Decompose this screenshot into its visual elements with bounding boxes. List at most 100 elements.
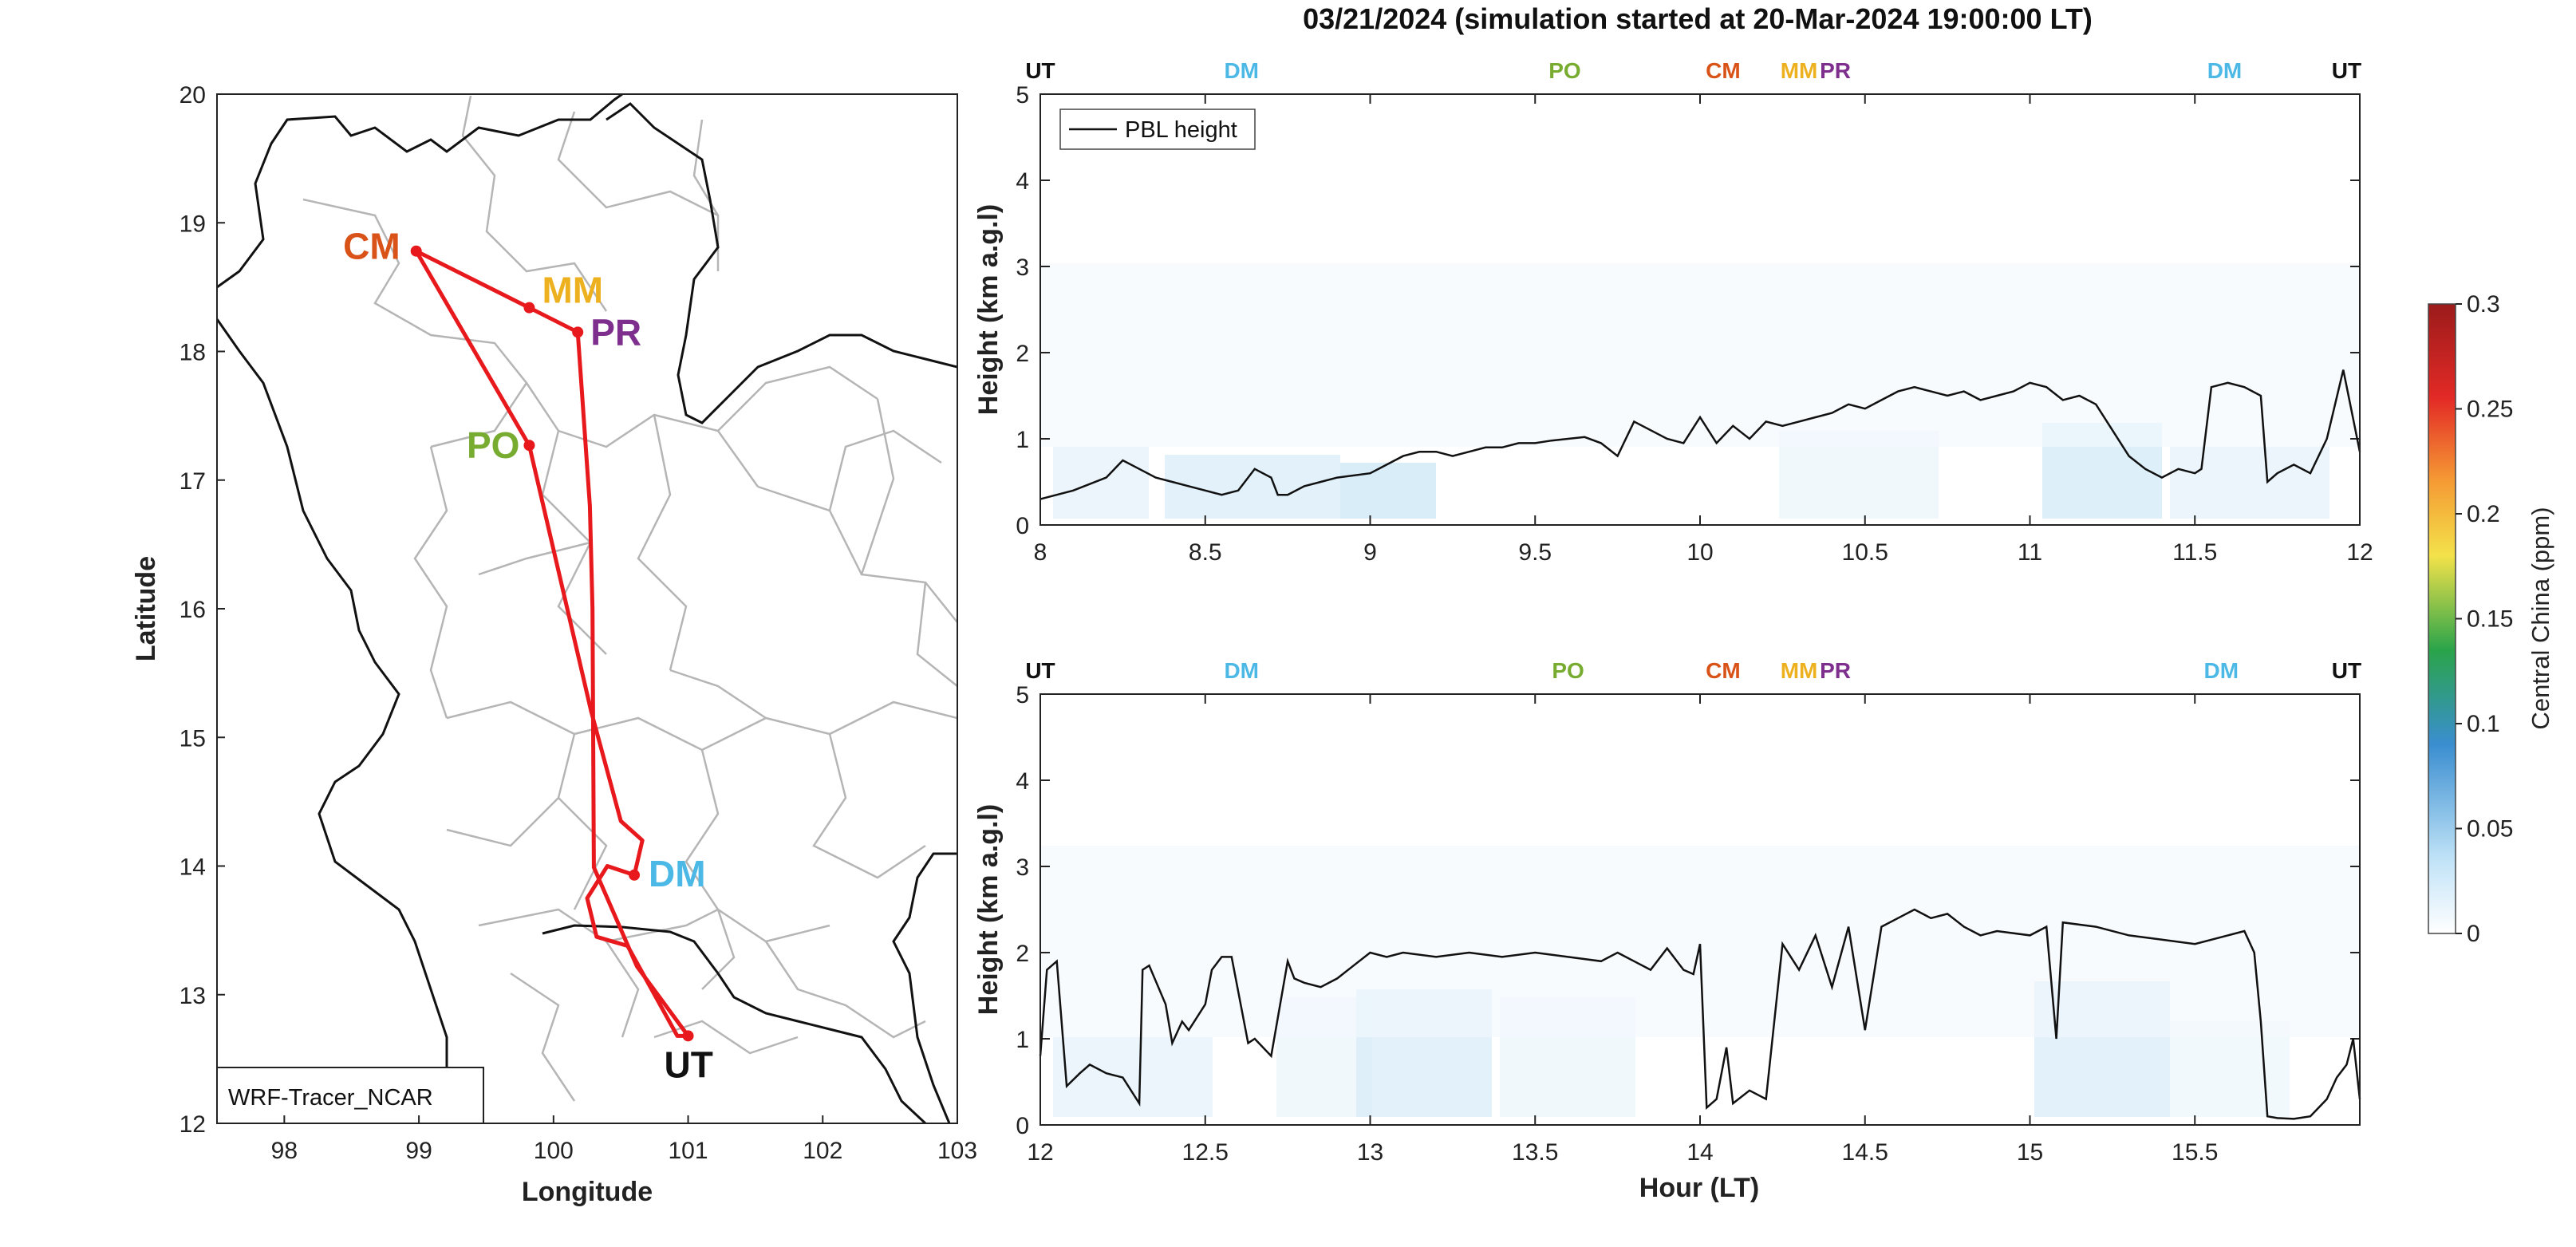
y-tick-label-4: 4 (1016, 768, 1029, 795)
route-layer (414, 249, 690, 1038)
colorbar-ticks: 0 0.05 0.1 0.15 0.2 0.25 0.3 (2456, 291, 2513, 947)
x-tick-label-3: 9.5 (1518, 539, 1552, 566)
x-tick-label-7: 15.5 (2172, 1139, 2218, 1166)
x-tick-label-2: 13 (1357, 1139, 1383, 1166)
bottom-y-axis-label: Height (km a.g.l) (973, 804, 1004, 1015)
top-pbl-line (1039, 369, 2361, 500)
map-x-tick-label-5: 103 (937, 1138, 977, 1164)
map-y-tick-label-3: 15 (179, 725, 206, 752)
x-tick-label-7: 11.5 (2172, 539, 2217, 566)
site-point-po (523, 440, 535, 452)
site-point-ut (682, 1030, 694, 1042)
x-tick-label-0: 12 (1027, 1139, 1053, 1166)
x-tick-label-6: 15 (2017, 1139, 2043, 1166)
x-tick-label-2: 9 (1363, 539, 1377, 566)
site-label-po: PO (467, 424, 519, 466)
y-tick-label-0: 0 (1016, 1113, 1029, 1139)
bottom-plot-frame (1039, 693, 2361, 1126)
top-legend-label: PBL height (1125, 117, 1237, 143)
site-marker-ut-0: UT (1025, 58, 1055, 83)
x-tick-label-1: 12.5 (1182, 1139, 1229, 1166)
y-tick-label-4: 4 (1016, 168, 1029, 195)
y-tick-label-1: 1 (1016, 1027, 1029, 1053)
site-label-cm: CM (343, 226, 400, 267)
site-marker-po-2: PO (1552, 658, 1584, 683)
site-marker-ut-7: UT (2332, 58, 2361, 83)
site-point-pr (572, 326, 584, 338)
bottom-pbl-line (1039, 908, 2361, 1120)
site-label-ut: UT (665, 1044, 713, 1085)
x-tick-label-8: 12 (2346, 539, 2373, 566)
model-label-box (216, 1067, 484, 1124)
map-y-tick-label-5: 17 (179, 468, 206, 495)
map-y-tick-label-7: 19 (179, 211, 206, 237)
y-tick-label-1: 1 (1016, 427, 1029, 453)
site-label-dm: DM (649, 853, 706, 894)
x-tick-label-1: 8.5 (1189, 539, 1222, 566)
site-marker-ut-7: UT (2332, 658, 2361, 683)
colorbar: 0 0.05 0.1 0.15 0.2 0.25 0.3 Central China (pp… (2428, 291, 2554, 947)
country-border (217, 94, 957, 1123)
route-line (414, 249, 690, 1038)
map-y-tick-label-4: 16 (179, 597, 206, 623)
map-y-tick-label-8: 20 (179, 82, 206, 109)
map-y-tick-label-0: 12 (179, 1111, 206, 1138)
colorbar-tick-label-6: 0.3 (2467, 291, 2500, 318)
y-tick-label-3: 3 (1016, 854, 1029, 881)
y-tick-label-3: 3 (1016, 255, 1029, 281)
colorbar-tick-label-2: 0.1 (2467, 711, 2500, 737)
map-geography (217, 94, 957, 1123)
site-marker-cm-3: CM (1706, 58, 1741, 83)
figure-title: 03/21/2024 (simulation started at 20-Mar… (1303, 2, 2093, 35)
site-label-mm: MM (542, 270, 603, 311)
colorbar-tick-label-0: 0 (2467, 921, 2480, 947)
map-y-tick-label-2: 14 (179, 854, 206, 881)
x-tick-label-5: 14.5 (1842, 1139, 1888, 1166)
y-tick-label-0: 0 (1016, 513, 1029, 539)
bottom-site-markers: UT DM PO CM MM PR DM UT (1025, 658, 2361, 683)
site-marker-po-2: PO (1548, 58, 1580, 83)
site-point-mm (523, 302, 535, 314)
site-marker-pr-5: PR (1820, 658, 1851, 683)
site-marker-dm-6: DM (2207, 58, 2243, 83)
colorbar-tick-label-3: 0.15 (2467, 606, 2513, 633)
map-x-tick-label-0: 98 (271, 1138, 298, 1164)
top-plot-frame (1039, 93, 2361, 526)
top-site-markers: UT DM PO CM MM PR DM UT (1025, 58, 2361, 83)
x-tick-label-4: 10 (1686, 539, 1713, 566)
y-tick-label-5: 5 (1016, 82, 1029, 109)
model-label: WRF-Tracer_NCAR (228, 1085, 433, 1111)
top-y-axis-label: Height (km a.g.l) (973, 204, 1004, 415)
map-x-tick-label-1: 99 (405, 1138, 432, 1164)
colorbar-gradient (2428, 303, 2456, 934)
y-tick-label-2: 2 (1016, 341, 1029, 367)
colorbar-tick-label-1: 0.05 (2467, 816, 2513, 843)
site-marker-ut-0: UT (1025, 658, 1055, 683)
site-marker-pr-5: PR (1820, 58, 1851, 83)
site-label-pr: PR (590, 311, 641, 353)
x-tick-label-3: 13.5 (1512, 1139, 1558, 1166)
top-legend: PBL height (1059, 109, 1256, 150)
x-tick-label-5: 10.5 (1842, 539, 1888, 566)
site-marker-mm-4: MM (1781, 658, 1818, 683)
site-marker-dm-1: DM (1224, 58, 1259, 83)
map-y-tick-label-1: 13 (179, 983, 206, 1009)
map-x-tick-label-2: 100 (534, 1138, 574, 1164)
map-x-axis-label: Longitude (522, 1177, 653, 1207)
y-tick-label-5: 5 (1016, 682, 1029, 708)
site-marker-dm-6: DM (2204, 658, 2239, 683)
map-ticks: 98 99 100 101 102 103 12 13 14 15 16 17 18 19 20 (179, 82, 977, 1164)
map-x-tick-label-3: 101 (669, 1138, 708, 1164)
map-background (217, 94, 957, 1123)
site-marker-cm-3: CM (1706, 658, 1741, 683)
site-point-cm (410, 245, 422, 257)
province-boundaries (302, 95, 957, 1102)
x-tick-label-0: 8 (1034, 539, 1047, 566)
map-y-tick-label-6: 18 (179, 340, 206, 366)
